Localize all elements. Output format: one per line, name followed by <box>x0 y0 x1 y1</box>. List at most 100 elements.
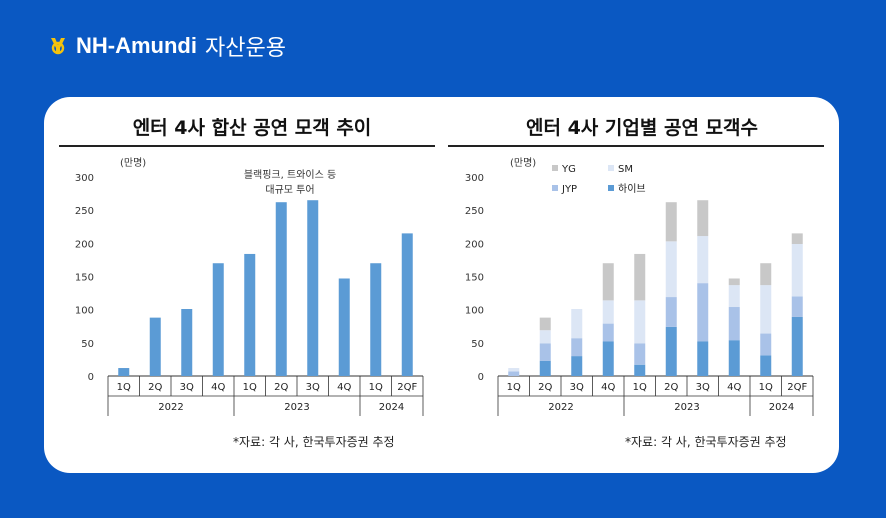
stacked-segment <box>791 296 803 317</box>
stacked-segment <box>539 343 551 361</box>
stacked-segment <box>571 338 583 357</box>
annotation-text: 블랙핑크, 트와이스 등 <box>244 169 336 181</box>
stacked-segment <box>634 300 646 344</box>
annotation-text: 대규모 투어 <box>265 184 314 196</box>
charts-card: 엔터 4사 합산 공연 모객 추이 엔터 4사 기업별 공연 모객수 (만명) 0… <box>44 97 839 473</box>
brand-subtitle: 자산운용 <box>204 35 286 60</box>
left-bar-chart: (만명) 0 50 100 150 200 250 300 1Q 2Q 3Q 4Q 1Q 2Q 3Q 4Q 1Q… <box>75 157 424 416</box>
x-tick-label: 1Q <box>117 382 131 393</box>
bar <box>181 309 193 376</box>
y-tick-label: 250 <box>75 206 94 217</box>
stacked-segment <box>539 360 551 376</box>
bar <box>149 317 161 376</box>
bar <box>118 368 130 376</box>
bar <box>401 233 413 376</box>
x-tick-label: 2Q <box>148 382 162 393</box>
y-tick-label: 0 <box>478 372 484 383</box>
x-tick-label: 4Q <box>727 382 741 393</box>
stacked-segment <box>665 297 677 327</box>
bar <box>212 263 224 376</box>
stacked-segment <box>728 285 740 308</box>
x-tick-label: 2Q <box>664 382 678 393</box>
right-chart-title: 엔터 4사 기업별 공연 모객수 <box>526 117 758 139</box>
stacked-segment <box>634 364 646 376</box>
nh-logo-icon <box>51 38 65 55</box>
legend-label: SM <box>618 164 633 175</box>
stacked-segment <box>602 300 614 324</box>
stacked-segment <box>571 309 583 339</box>
stacked-segment <box>665 202 677 242</box>
x-tick-label: 3Q <box>696 382 710 393</box>
y-tick-label: 100 <box>465 306 484 317</box>
y-tick-label: 300 <box>75 173 94 184</box>
right-title-rule <box>448 145 824 147</box>
x-tick-label: 1Q <box>243 382 257 393</box>
bar <box>338 278 350 376</box>
y-tick-label: 300 <box>465 173 484 184</box>
x-tick-label: 3Q <box>570 382 584 393</box>
y-tick-label: 150 <box>75 273 94 284</box>
stacked-segment <box>791 233 803 244</box>
stacked-segment <box>697 200 709 237</box>
y-tick-label: 200 <box>465 239 484 250</box>
y-tick-label: 200 <box>75 239 94 250</box>
legend-swatch <box>608 185 614 191</box>
bar <box>275 202 287 376</box>
year-group-label: 2022 <box>548 402 573 413</box>
y-tick-label: 250 <box>465 206 484 217</box>
unit-label: (만명) <box>120 157 146 169</box>
stacked-segment <box>728 307 740 341</box>
year-group-label: 2022 <box>158 402 183 413</box>
x-tick-label: 4Q <box>337 382 351 393</box>
stacked-segment <box>728 278 740 286</box>
x-tick-label: 4Q <box>211 382 225 393</box>
left-title-rule <box>59 145 435 147</box>
y-tick-label: 0 <box>88 372 94 383</box>
stacked-segment <box>665 241 677 298</box>
stacked-segment <box>602 263 614 301</box>
stacked-segment <box>760 355 772 376</box>
stacked-segment <box>697 236 709 284</box>
left-chart-title: 엔터 4사 합산 공연 모객 추이 <box>132 117 372 139</box>
legend-swatch <box>552 165 558 171</box>
year-group-label: 2024 <box>769 402 794 413</box>
stacked-segment <box>539 317 551 331</box>
x-tick-label: 3Q <box>306 382 320 393</box>
stacked-segment <box>791 316 803 376</box>
right-stacked-bar-chart: (만명) 0 50 100 150 200 250 300 1Q 2Q 3Q 4Q 1Q 2Q 3Q 4Q 1Q… <box>465 157 814 416</box>
legend-label: YG <box>561 164 576 175</box>
stacked-segment <box>634 343 646 365</box>
x-tick-label: 1Q <box>759 382 773 393</box>
y-tick-label: 50 <box>81 339 94 350</box>
x-tick-label: 1Q <box>369 382 383 393</box>
y-tick-label: 100 <box>75 306 94 317</box>
legend-swatch <box>552 185 558 191</box>
stacked-segment <box>539 330 551 344</box>
stacked-segment <box>508 371 520 376</box>
stacked-segment <box>602 323 614 342</box>
x-tick-label: 3Q <box>180 382 194 393</box>
legend-swatch <box>608 165 614 171</box>
stacked-segment <box>697 341 709 376</box>
year-group-label: 2023 <box>674 402 699 413</box>
unit-label: (만명) <box>510 157 536 169</box>
legend-label: 하이브 <box>618 182 646 195</box>
legend-label: JYP <box>561 184 577 195</box>
stacked-segment <box>602 341 614 376</box>
y-tick-label: 50 <box>471 339 484 350</box>
stacked-segment <box>697 283 709 342</box>
brand-name: NH-Amundi <box>76 33 197 58</box>
stacked-segment <box>571 356 583 376</box>
bar <box>307 200 319 376</box>
stacked-segment <box>760 285 772 334</box>
x-tick-label: 2Q <box>274 382 288 393</box>
year-group-label: 2024 <box>379 402 404 413</box>
left-source-note: *자료: 각 사, 한국투자증권 추정 <box>233 435 395 449</box>
x-tick-label: 1Q <box>633 382 647 393</box>
brand-header: NH-Amundi 자산운용 <box>48 30 286 62</box>
stacked-segment <box>634 253 646 301</box>
right-source-note: *자료: 각 사, 한국투자증권 추정 <box>625 435 787 449</box>
x-tick-label: 2QF <box>397 382 417 393</box>
x-tick-label: 2QF <box>787 382 807 393</box>
x-tick-label: 2Q <box>538 382 552 393</box>
